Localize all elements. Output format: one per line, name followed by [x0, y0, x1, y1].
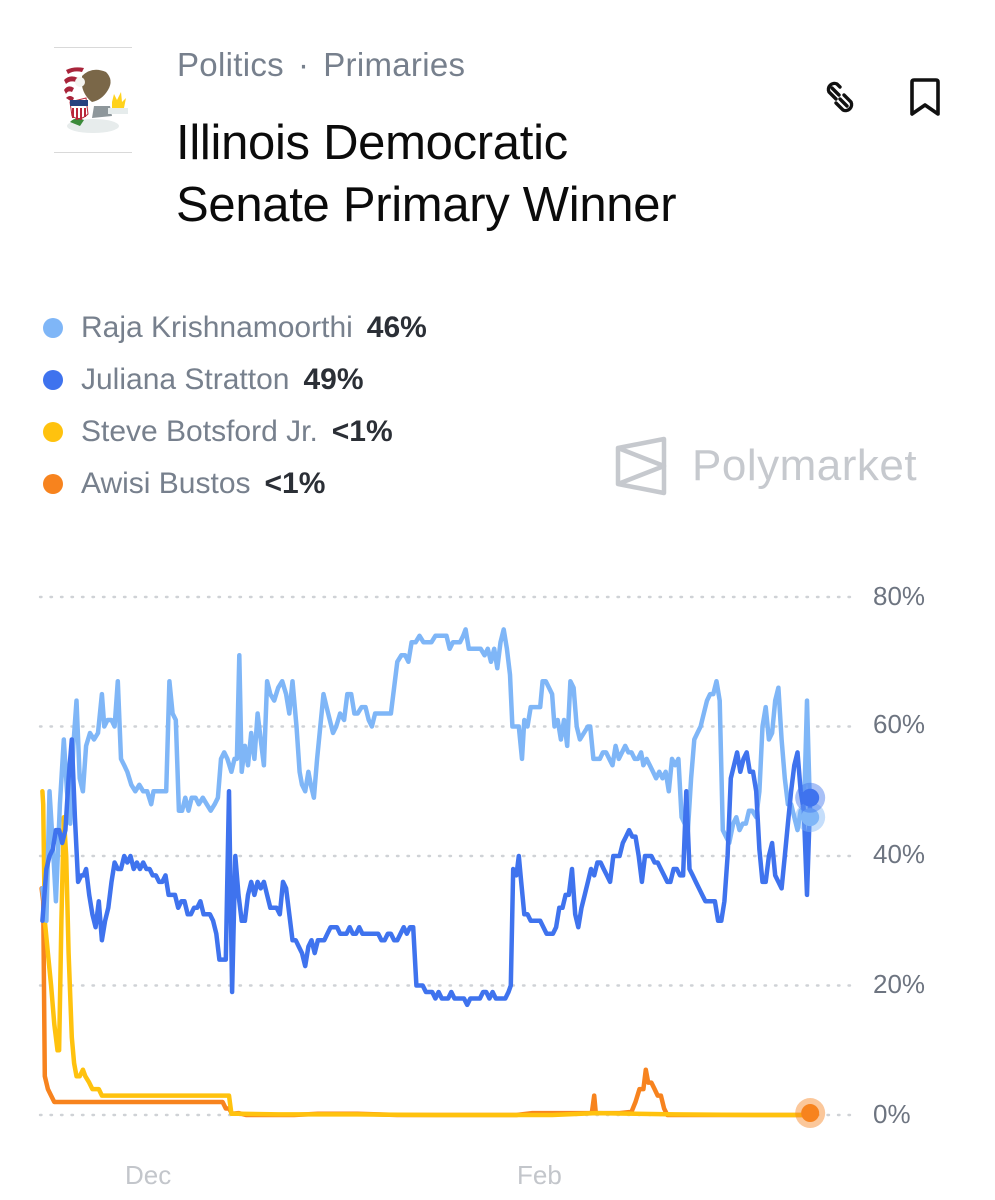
breadcrumb-subcategory[interactable]: Primaries — [323, 46, 466, 83]
legend-dot-icon — [43, 474, 63, 494]
page-title: Illinois Democratic Senate Primary Winne… — [176, 112, 796, 236]
y-axis-tick: 0% — [873, 1099, 911, 1129]
page-title-line2: Senate Primary Winner — [176, 178, 677, 232]
y-axis-tick: 40% — [873, 839, 926, 869]
legend-item-juliana-stratton[interactable]: Juliana Stratton 49% — [40, 354, 427, 406]
endpoint-dot — [801, 1104, 820, 1123]
illinois-seal-icon — [64, 67, 128, 133]
link-icon — [826, 81, 854, 113]
breadcrumb-separator: · — [297, 46, 310, 83]
series-line — [39, 886, 813, 1118]
chart-series-lines — [39, 627, 813, 1118]
legend-value: <1% — [331, 415, 393, 448]
breadcrumb: Politics · Primaries — [177, 46, 465, 84]
legend-name: Raja Krishnamoorthi — [81, 311, 353, 344]
legend-item-awisi-bustos[interactable]: Awisi Bustos <1% — [40, 458, 427, 510]
price-history-chart[interactable] — [0, 560, 995, 1160]
breadcrumb-category[interactable]: Politics — [177, 46, 284, 83]
market-flag-icon — [54, 47, 132, 153]
chart-gridlines — [38, 595, 854, 1117]
legend-dot-icon — [43, 422, 63, 442]
series-line — [40, 737, 813, 1008]
polymarket-watermark: Polymarket — [614, 436, 917, 496]
legend-name: Awisi Bustos — [81, 467, 251, 500]
x-axis-tick: Dec — [125, 1160, 172, 1190]
legend-dot-icon — [43, 370, 63, 390]
bookmark-button[interactable] — [900, 72, 950, 122]
y-axis-tick: 20% — [873, 969, 926, 999]
series-line — [40, 789, 813, 1118]
bookmark-icon — [910, 78, 940, 116]
legend-value: <1% — [264, 467, 326, 500]
legend-name: Steve Botsford Jr. — [81, 415, 318, 448]
endpoint-dot — [801, 808, 820, 827]
x-axis-tick: Feb — [517, 1160, 562, 1190]
polymarket-logo-icon — [615, 436, 667, 496]
legend-value: 46% — [366, 311, 427, 344]
legend-item-raja-krishnamoorthi[interactable]: Raja Krishnamoorthi 46% — [40, 302, 427, 354]
page-title-line1: Illinois Democratic — [176, 116, 568, 170]
endpoint-dot — [801, 788, 820, 807]
legend-dot-icon — [43, 318, 63, 338]
copy-link-button[interactable] — [815, 72, 865, 122]
legend-value: 49% — [303, 363, 364, 396]
chart-endpoint-dots — [795, 782, 826, 1129]
watermark-label: Polymarket — [692, 441, 918, 490]
y-axis-tick: 60% — [873, 709, 926, 739]
legend-item-steve-botsford[interactable]: Steve Botsford Jr. <1% — [40, 406, 427, 458]
legend-name: Juliana Stratton — [81, 363, 290, 396]
y-axis-tick: 80% — [873, 581, 926, 611]
chart-legend: Raja Krishnamoorthi 46% Juliana Stratton… — [40, 302, 427, 510]
